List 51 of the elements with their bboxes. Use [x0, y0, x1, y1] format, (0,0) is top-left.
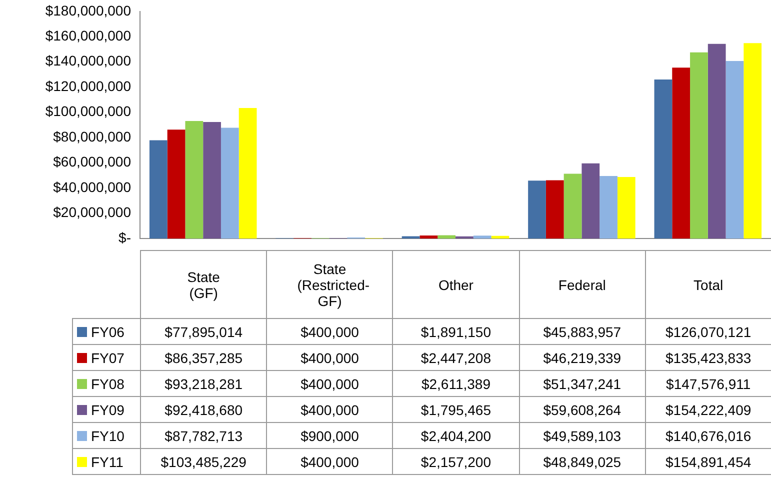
data-label: $140,676,016: [645, 422, 771, 448]
data-label: $1,795,465: [392, 396, 520, 422]
data-label: $48,849,025: [519, 448, 646, 474]
data-label: $59,608,264: [519, 396, 646, 422]
y-tick-label: $100,000,000: [45, 103, 132, 120]
x-tick-label: State (GF): [140, 250, 267, 318]
y-tick-label: $-: [118, 229, 132, 246]
legend-label: FY11: [91, 454, 124, 470]
data-label: $2,404,200: [392, 422, 520, 448]
data-label: $2,447,208: [392, 344, 520, 370]
data-label: $45,883,957: [519, 318, 646, 344]
data-label: $46,219,339: [519, 344, 646, 370]
legend-label: FY09: [91, 402, 124, 418]
data-label: $154,891,454: [645, 448, 771, 474]
data-label: $92,418,680: [140, 396, 267, 422]
y-tick-label: $20,000,000: [53, 204, 132, 220]
x-tick-label: Other: [392, 250, 520, 318]
y-tick-label: $60,000,000: [53, 154, 132, 170]
data-label: $49,589,103: [519, 422, 646, 448]
legend-label: FY06: [91, 324, 124, 340]
data-label: $2,157,200: [392, 448, 520, 474]
data-label: $400,000: [266, 448, 393, 474]
x-tick-label: State (Restricted-GF): [266, 250, 393, 318]
data-label: $154,222,409: [645, 396, 771, 422]
data-label: $1,891,150: [392, 318, 520, 344]
data-label: $93,218,281: [140, 370, 267, 396]
data-label: $400,000: [266, 370, 393, 396]
data-label: $77,895,014: [140, 318, 267, 344]
data-label: $103,485,229: [140, 448, 267, 474]
y-tick-label: $180,000,000: [45, 2, 132, 18]
data-label: $400,000: [266, 344, 393, 370]
y-tick-label: $160,000,000: [45, 28, 132, 44]
data-label: $86,357,285: [140, 344, 267, 370]
data-label: $400,000: [266, 396, 393, 422]
legend-label: FY07: [91, 350, 124, 366]
data-label: $126,070,121: [645, 318, 771, 344]
legend-label: FY08: [91, 376, 124, 392]
data-label: $900,000: [266, 422, 393, 448]
x-tick-label: Federal: [519, 250, 646, 318]
data-label: $400,000: [266, 318, 393, 344]
data-label: $147,576,911: [645, 370, 771, 396]
y-tick-label: $40,000,000: [53, 178, 132, 195]
x-tick-label: Total: [645, 250, 771, 318]
y-tick-label: $120,000,000: [45, 78, 132, 94]
data-label: $87,782,713: [140, 422, 267, 448]
data-label: $135,423,833: [645, 344, 771, 370]
data-label: $51,347,241: [519, 370, 646, 396]
legend-label: FY10: [91, 428, 124, 444]
y-tick-label: $80,000,000: [53, 128, 132, 144]
data-label: $2,611,389: [392, 370, 520, 396]
y-tick-label: $140,000,000: [45, 52, 132, 69]
